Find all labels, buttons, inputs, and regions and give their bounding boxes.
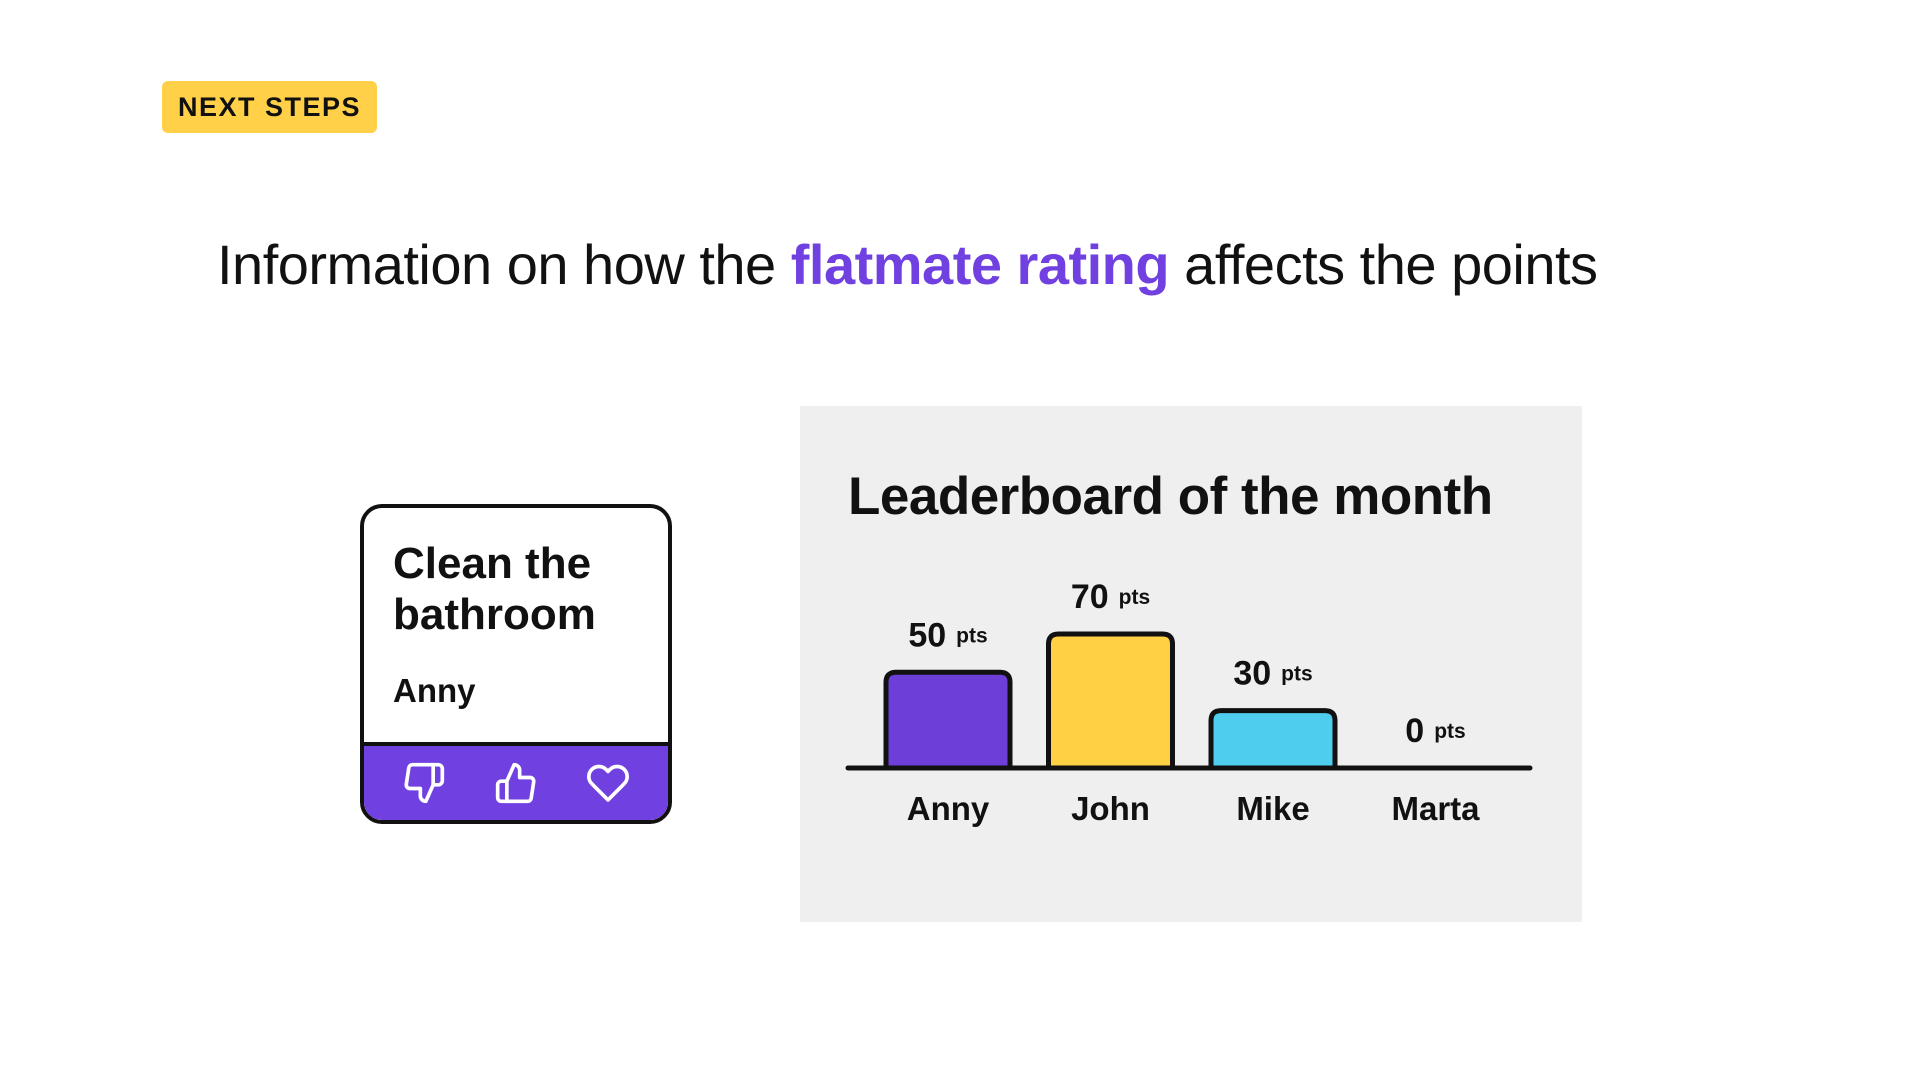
value-label-marta: 0 pts [1405, 712, 1465, 750]
value-label-mike: 30 pts [1233, 655, 1312, 693]
bar-mike [1208, 708, 1338, 768]
category-label-marta: Marta [1391, 790, 1480, 827]
next-steps-badge: NEXT STEPS [162, 81, 378, 133]
category-label-john: John [1071, 790, 1150, 827]
bar-anny [883, 669, 1013, 768]
thumbs-down-icon [404, 762, 445, 804]
thumbs-down-button[interactable] [397, 756, 451, 810]
leaderboard-chart: 50 pts Anny 70 pts John 30 pts Mike 0 pts Marta [845, 578, 1533, 827]
headline: Information on how the flatmate rating a… [217, 232, 1598, 297]
category-label-mike: Mike [1236, 790, 1309, 827]
category-label-anny: Anny [907, 790, 990, 827]
heart-icon [587, 764, 629, 802]
leaderboard-panel: Leaderboard of the month 50 pts Anny 70 pts J… [800, 406, 1582, 922]
task-card-body: Clean the bathroom Anny [364, 508, 668, 746]
leaderboard-title: Leaderboard of the month [848, 467, 1493, 526]
task-assignee: Anny [393, 672, 476, 709]
heart-button[interactable] [581, 756, 635, 810]
task-card[interactable]: Clean the bathroom Anny [360, 504, 672, 824]
task-card-actions [364, 746, 668, 820]
thumbs-up-icon [495, 762, 536, 804]
bar-john [1046, 631, 1175, 768]
value-label-anny: 50 pts [908, 616, 987, 654]
headline-text-before: Information on how the [217, 233, 791, 296]
value-label-john: 70 pts [1071, 578, 1150, 616]
task-title: Clean the bathroom [393, 539, 596, 639]
headline-text-after: affects the points [1169, 233, 1598, 296]
thumbs-up-button[interactable] [489, 756, 543, 810]
headline-accent: flatmate rating [790, 233, 1170, 296]
